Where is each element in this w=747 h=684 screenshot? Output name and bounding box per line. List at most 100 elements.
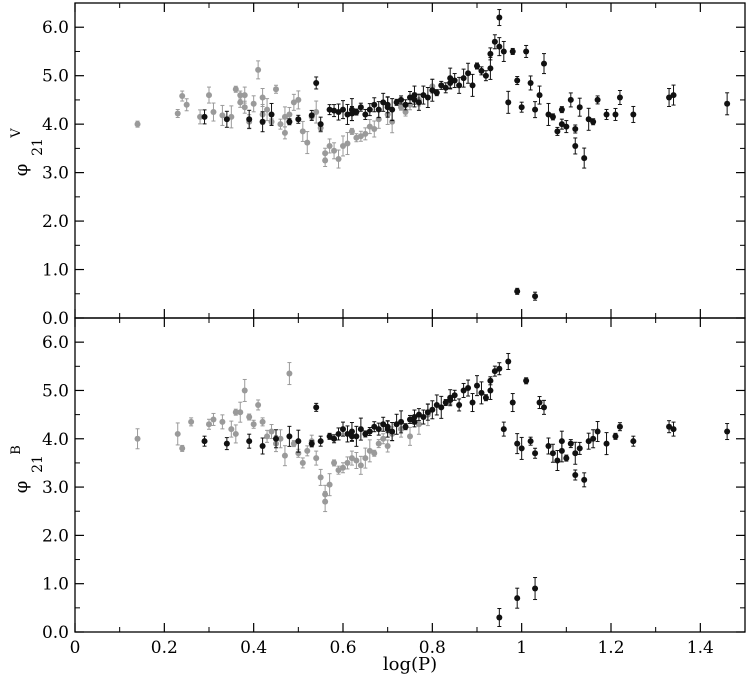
data-point: [558, 438, 565, 445]
data-point: [415, 421, 422, 428]
y-tick-label: 5.0: [42, 67, 69, 87]
data-point: [331, 147, 338, 154]
data-point: [277, 121, 284, 128]
y-tick-label: 4.0: [42, 430, 69, 450]
data-point: [223, 116, 230, 123]
data-point: [572, 472, 579, 478]
data-point: [500, 48, 507, 55]
x-tick-label: 0.6: [329, 638, 356, 658]
data-point: [474, 382, 480, 389]
data-point: [134, 435, 141, 442]
data-point: [322, 157, 329, 164]
data-point: [317, 438, 324, 445]
data-point: [478, 67, 485, 74]
y-tick-label: 4.0: [42, 115, 69, 135]
bottom-panel-frame: [74, 317, 746, 633]
data-point: [273, 86, 279, 93]
data-point: [509, 399, 516, 406]
data-point: [322, 498, 329, 505]
data-point: [237, 92, 244, 99]
data-point: [384, 423, 391, 430]
data-point: [313, 109, 320, 116]
data-point: [572, 126, 579, 132]
data-point: [616, 94, 623, 101]
data-point: [308, 440, 315, 447]
data-point: [290, 440, 297, 447]
data-point: [527, 438, 534, 445]
y-tick-label: 3.0: [42, 164, 69, 184]
data-point: [366, 447, 373, 454]
data-point: [424, 409, 431, 416]
data-point: [670, 92, 677, 99]
y-tick-label: 2.0: [42, 212, 69, 232]
data-point: [183, 101, 190, 108]
data-point: [357, 104, 364, 111]
data-point: [281, 452, 288, 459]
data-point: [407, 416, 413, 423]
data-point: [630, 438, 637, 445]
data-point: [509, 48, 516, 55]
data-point: [223, 440, 230, 447]
data-point: [344, 430, 351, 437]
data-point: [384, 101, 391, 108]
data-point: [348, 110, 355, 117]
data-point: [237, 99, 244, 106]
data-point: [371, 126, 378, 132]
data-point: [389, 428, 396, 435]
data-point: [219, 418, 226, 425]
data-point: [362, 455, 369, 462]
x-tick-label: 1: [516, 638, 527, 658]
data-point: [563, 123, 570, 130]
data-point: [724, 428, 731, 435]
data-point: [424, 94, 431, 101]
data-point: [348, 433, 355, 440]
data-point: [482, 394, 489, 401]
data-point: [527, 79, 534, 86]
data-point: [344, 459, 351, 466]
data-point: [576, 445, 583, 452]
data-point: [558, 121, 565, 128]
data-point: [340, 142, 346, 149]
data-point: [237, 409, 244, 416]
data-point: [576, 104, 583, 111]
data-point: [420, 92, 427, 99]
x-tick-label: 0.8: [419, 638, 446, 658]
data-point: [353, 457, 360, 464]
data-point: [514, 77, 521, 84]
data-point: [612, 111, 619, 118]
data-point: [447, 75, 454, 82]
top-ylabel-sup: V: [9, 128, 24, 139]
data-point: [366, 428, 373, 435]
data-point: [348, 455, 355, 462]
data-point: [523, 377, 530, 384]
data-point: [281, 129, 288, 136]
data-point: [380, 421, 387, 428]
data-point: [331, 107, 338, 114]
data-point: [411, 414, 418, 421]
data-point: [313, 404, 320, 411]
data-point: [344, 140, 351, 147]
data-point: [264, 106, 271, 113]
data-point: [541, 404, 547, 411]
data-point: [340, 426, 346, 433]
data-point: [670, 426, 677, 433]
bottom-ylabel-sub: 21: [30, 455, 46, 473]
data-point: [389, 106, 396, 113]
x-axis-label: log(P): [383, 654, 437, 675]
data-point: [348, 128, 355, 135]
data-point: [380, 435, 387, 442]
data-point: [286, 111, 293, 118]
data-point: [295, 438, 302, 445]
data-point: [500, 426, 507, 433]
y-tick-label: 1.0: [42, 575, 69, 595]
data-point: [255, 401, 262, 408]
y-tick-label: 3.0: [42, 478, 69, 498]
data-point: [201, 438, 208, 445]
data-point: [514, 440, 521, 447]
data-point: [545, 443, 552, 450]
data-point: [357, 133, 364, 140]
data-point: [585, 438, 592, 445]
data-point: [201, 113, 208, 120]
data-point: [273, 435, 279, 442]
